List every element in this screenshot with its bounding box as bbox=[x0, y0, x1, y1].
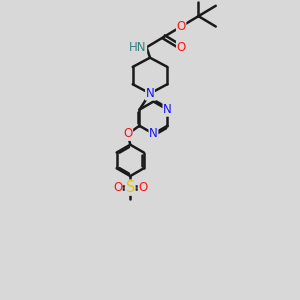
Text: N: N bbox=[149, 127, 158, 140]
Text: S: S bbox=[126, 180, 135, 195]
Text: HN: HN bbox=[129, 41, 146, 54]
Text: O: O bbox=[123, 127, 133, 140]
Text: N: N bbox=[146, 87, 154, 100]
Text: O: O bbox=[138, 181, 148, 194]
Text: O: O bbox=[176, 20, 186, 33]
Text: N: N bbox=[163, 103, 172, 116]
Text: O: O bbox=[176, 41, 186, 54]
Text: O: O bbox=[113, 181, 122, 194]
